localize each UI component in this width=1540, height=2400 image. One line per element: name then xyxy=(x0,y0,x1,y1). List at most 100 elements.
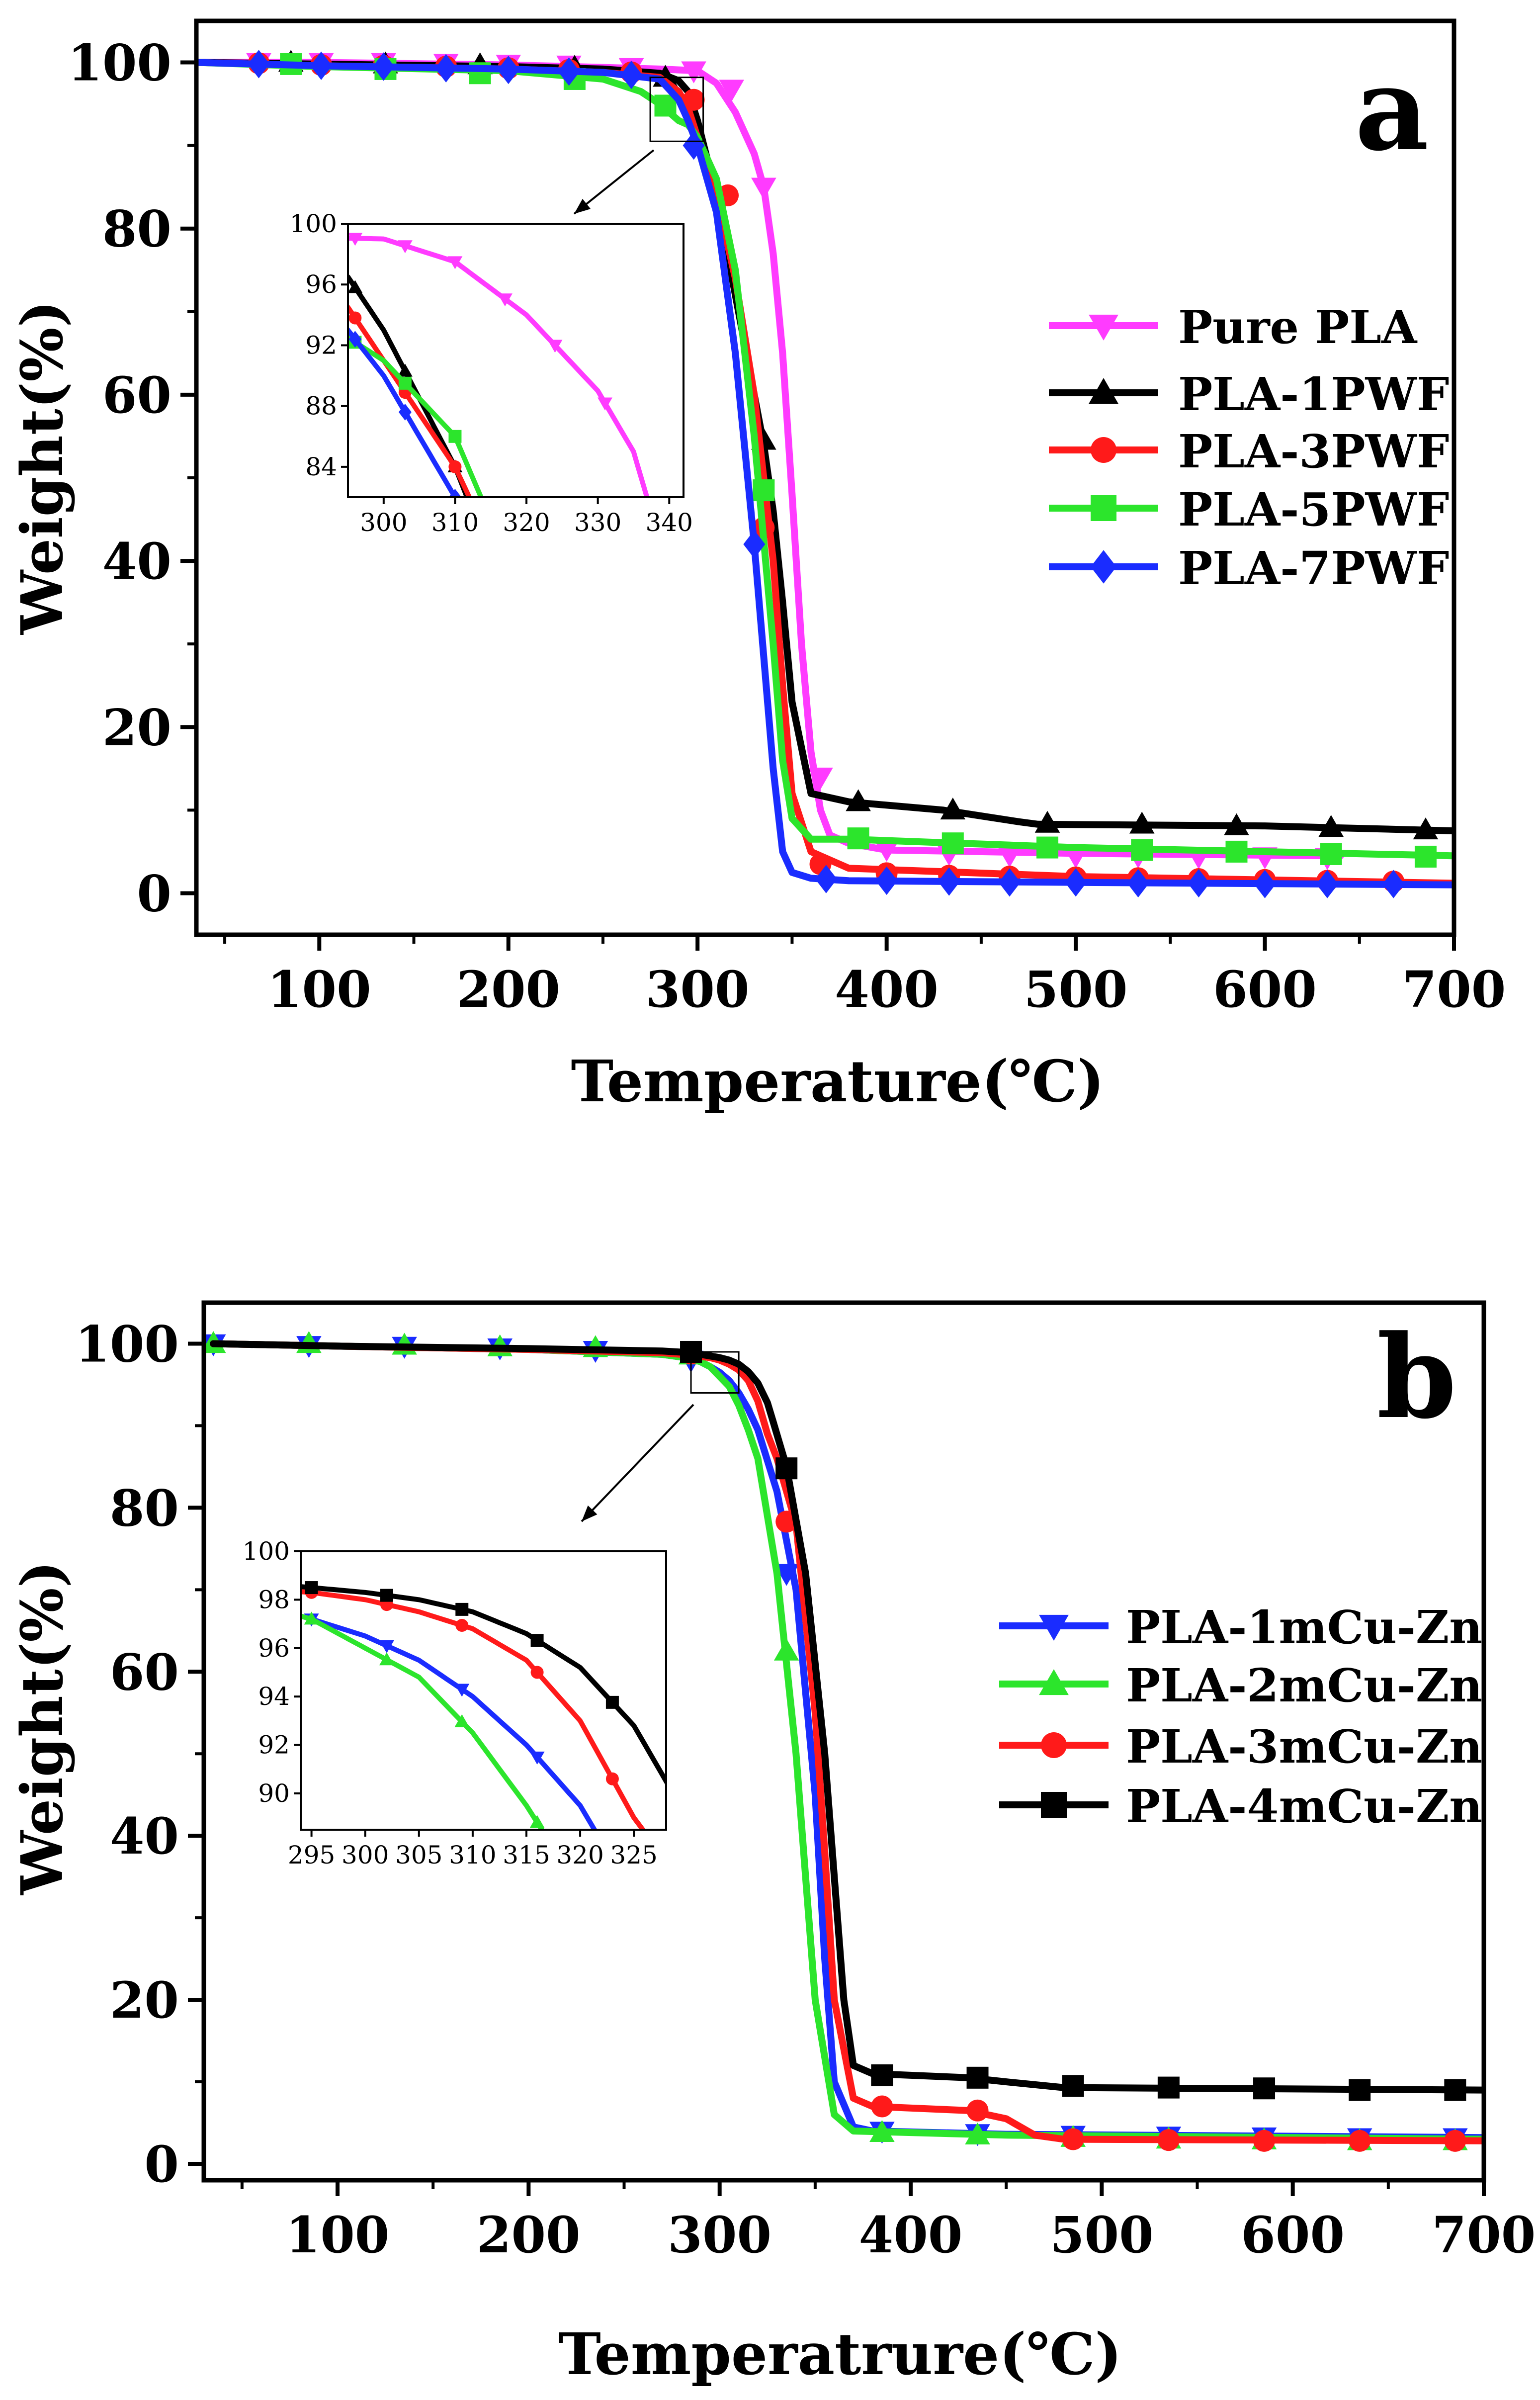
inset-marker-pure-pla xyxy=(498,293,513,307)
marker-pure-pla xyxy=(874,840,899,862)
inset-x-tick-label: 310 xyxy=(449,1841,496,1869)
marker-pla-7pwf xyxy=(1065,868,1087,897)
legend-marker-pla-7pwf xyxy=(1091,550,1116,584)
inset-marker-pure-pla xyxy=(598,397,612,411)
marker-pla-7pwf xyxy=(998,868,1021,897)
legend-item-pla-7pwf: PLA-7PWF xyxy=(1049,541,1449,595)
inset-marker-pla-1mcu-zn xyxy=(379,1640,394,1653)
inset-line-pla-2mcu-zn xyxy=(301,1613,545,1830)
zoom-arrow xyxy=(573,149,655,215)
x-tick-label: 300 xyxy=(668,2206,771,2264)
legend-item-pla-1pwf: PLA-1PWF xyxy=(1049,367,1449,421)
inset-marker-pla-4mcu-zn xyxy=(605,1695,619,1709)
x-tick-label: 700 xyxy=(1432,2206,1536,2264)
inset-marker-pure-pla xyxy=(547,340,563,353)
inset-y-tick-label: 96 xyxy=(258,1634,290,1663)
marker-pla-3mcu-zn xyxy=(966,2099,989,2122)
inset-marker-pla-4mcu-zn xyxy=(380,1589,393,1602)
legend-item-pla-4mcu-zn: PLA-4mCu-Zn xyxy=(999,1779,1482,1833)
zoom-box xyxy=(690,1351,740,1394)
y-tick-label: 20 xyxy=(110,1971,179,2030)
y-tick-label: 80 xyxy=(102,200,171,259)
marker-pure-pla xyxy=(997,845,1023,868)
marker-pla-4mcu-zn xyxy=(871,2064,893,2086)
inset-x-tick-label: 330 xyxy=(574,508,621,537)
x-tick-label: 700 xyxy=(1402,960,1506,1019)
legend-marker-group xyxy=(1039,1614,1069,1641)
inset-marker-pla-4mcu-zn xyxy=(530,1634,544,1647)
inset-x-tick-label: 305 xyxy=(395,1841,442,1869)
legend-marker-group xyxy=(1089,378,1118,404)
inset-y-tick-label: 84 xyxy=(305,452,337,481)
marker-pla-3mcu-zn xyxy=(871,2095,893,2118)
marker-pla-3mcu-zn xyxy=(1444,2130,1466,2152)
inset-x-tick-label: 340 xyxy=(646,508,693,537)
x-tick-label: 600 xyxy=(1213,960,1317,1019)
plot-frame xyxy=(201,1300,1486,2183)
inset-marker-pla-4mcu-zn xyxy=(305,1581,318,1595)
inset-marker-pla-7pwf xyxy=(348,331,362,348)
marker-pla-5pwf xyxy=(1320,843,1342,865)
marker-pla-1pwf xyxy=(940,798,966,820)
marker-pla-3mcu-zn xyxy=(1253,2130,1276,2152)
inset-marker-pure-pla xyxy=(348,233,363,246)
inset-series-pla-2mcu-zn xyxy=(301,1611,545,1830)
legend-marker-pla-3pwf xyxy=(1091,437,1116,463)
legend-label-pla-3pwf: PLA-3PWF xyxy=(1178,425,1449,478)
inset-marker-pla-1mcu-zn xyxy=(454,1684,470,1697)
marker-pla-7pwf xyxy=(435,54,457,83)
legend-item-pla-3mcu-zn: PLA-3mCu-Zn xyxy=(999,1720,1482,1774)
marker-pla-3pwf xyxy=(683,89,705,111)
marker-pla-5pwf xyxy=(1036,836,1059,859)
inset-marker-pla-2mcu-zn xyxy=(304,1611,319,1625)
y-tick-label: 60 xyxy=(110,1643,179,1701)
inset-y-tick-label: 96 xyxy=(305,270,337,299)
inset-line-pla-1mcu-zn xyxy=(301,1613,598,1830)
inset-x-tick-label: 320 xyxy=(556,1841,603,1869)
zoom-arrow-head xyxy=(574,198,591,214)
inset-y-tick-label: 100 xyxy=(243,1537,290,1566)
legend-b: PLA-1mCu-Zn PLA-2mCu-Zn PLA-3mCu-Zn PLA-… xyxy=(999,1600,1482,1833)
marker-pure-pla xyxy=(808,767,833,790)
inset-chart-a: 300 310 320 330 340 84 88 92 96 100 xyxy=(290,209,693,537)
inset-x-tick-label: 320 xyxy=(503,508,550,537)
y-tick-label: 20 xyxy=(102,698,171,757)
inset-y-tick-label: 92 xyxy=(305,331,337,359)
x-tick-label: 500 xyxy=(1024,960,1128,1019)
inset-y-tick-label: 100 xyxy=(290,209,337,238)
y-axis-title-a: Weight(%) xyxy=(9,300,76,635)
inset-marker-pla-2mcu-zn xyxy=(529,1815,545,1828)
x-tick-label: 200 xyxy=(456,960,560,1019)
inset-marker-pla-5pwf xyxy=(448,430,462,443)
legend-marker-pla-1pwf xyxy=(1089,378,1118,404)
y-tick-label: 60 xyxy=(102,366,171,425)
x-axis-title-a: Temperature(℃) xyxy=(571,1048,1104,1115)
legend-label-pure-pla: Pure PLA xyxy=(1178,300,1418,354)
marker-pla-3mcu-zn xyxy=(1062,2128,1084,2150)
x-tick-label: 400 xyxy=(859,2206,963,2264)
legend-item-pla-1mcu-zn: PLA-1mCu-Zn xyxy=(999,1600,1482,1654)
marker-pla-5pwf xyxy=(941,832,964,855)
legend-marker-group xyxy=(1089,314,1118,341)
inset-frame xyxy=(347,223,684,498)
panel-label-a: a xyxy=(1355,42,1429,177)
marker-pla-4mcu-zn xyxy=(1062,2075,1084,2097)
x-tick-label: 200 xyxy=(477,2206,581,2264)
inset-line-pla-5pwf xyxy=(348,335,484,497)
chart-panel-a: 100 200 300 400 500 600 700 0 20 40 60 80 100 a Temp… xyxy=(9,18,1506,1115)
marker-pla-7pwf xyxy=(938,867,960,896)
legend-label-pla-3mcu-zn: PLA-3mCu-Zn xyxy=(1126,1720,1482,1774)
legend-marker-group xyxy=(1091,495,1116,521)
marker-pla-7pwf xyxy=(558,57,580,86)
legend-marker-group xyxy=(1091,550,1116,584)
zoom-arrow xyxy=(581,1404,694,1522)
inset-marker-pla-7pwf xyxy=(448,489,462,497)
inset-x-tick-label: 315 xyxy=(503,1841,550,1869)
inset-x-tick-label: 300 xyxy=(360,508,407,537)
x-tick-label: 600 xyxy=(1241,2206,1345,2264)
y-tick-label: 40 xyxy=(110,1807,179,1866)
line-pla-7pwf xyxy=(196,59,1454,889)
marker-pla-4mcu-zn xyxy=(966,2066,989,2089)
marker-pla-1pwf xyxy=(1224,813,1249,835)
inset-line-pla-3mcu-zn xyxy=(301,1589,646,1830)
